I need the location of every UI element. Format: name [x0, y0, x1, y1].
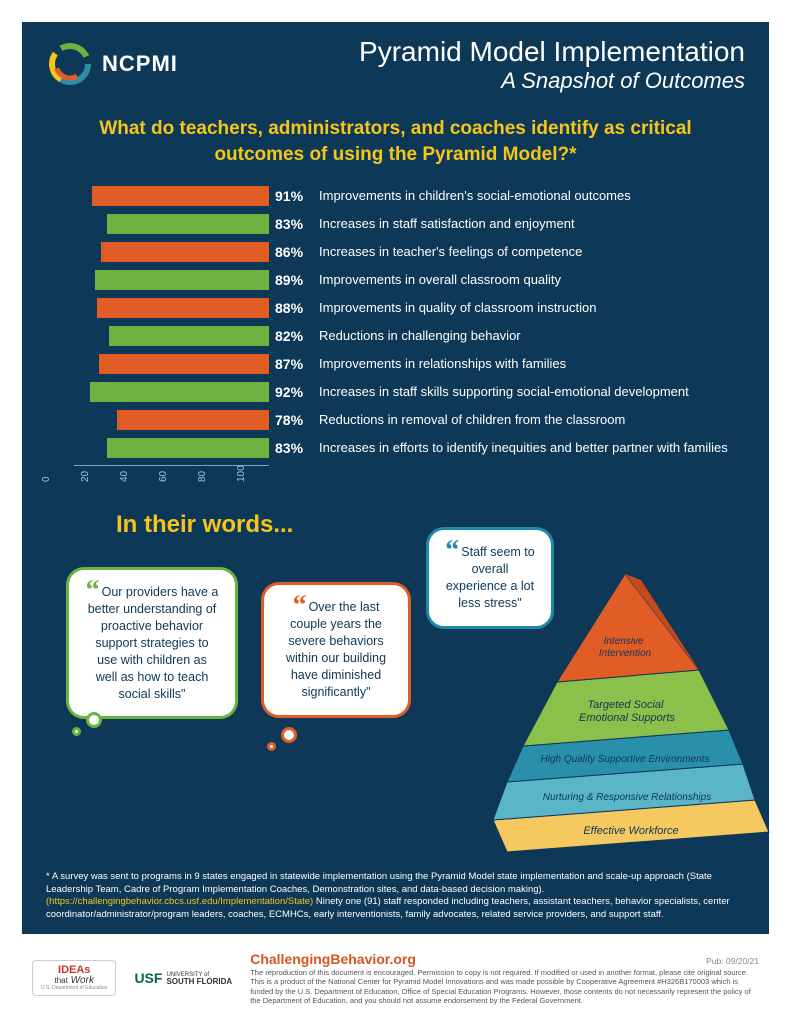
bar-label: Improvements in overall classroom qualit…	[313, 273, 561, 288]
footer: IDEAs that Work U.S. Department of Educa…	[22, 940, 769, 1016]
pyramid-layer-4: Nurturing & Responsive Relationships	[543, 792, 711, 803]
bar-row: 86%Increases in teacher's feelings of co…	[74, 241, 745, 263]
axis-tick: 20	[80, 443, 109, 482]
main-panel: NCPMI Pyramid Model Implementation A Sna…	[22, 22, 769, 934]
bar	[92, 186, 269, 206]
ideas-that-work-logo: IDEAs that Work U.S. Department of Educa…	[32, 955, 116, 1001]
bar-label: Increases in staff skills supporting soc…	[313, 385, 689, 400]
bar-percent: 83%	[269, 440, 313, 456]
bar-percent: 89%	[269, 272, 313, 288]
bubble-dot-icon	[86, 712, 102, 728]
footnote-star: *	[46, 871, 50, 882]
bar-label: Increases in teacher's feelings of compe…	[313, 245, 582, 260]
bar-percent: 87%	[269, 356, 313, 372]
footer-disclaimer: The reproduction of this document is enc…	[250, 968, 759, 1006]
title-sub: A Snapshot of Outcomes	[196, 68, 745, 94]
bar-percent: 86%	[269, 244, 313, 260]
footnote: * A survey was sent to programs in 9 sta…	[46, 871, 745, 922]
bar-row: 83%Increases in staff satisfaction and e…	[74, 213, 745, 235]
axis-tick: 40	[119, 443, 148, 482]
bar	[95, 270, 269, 290]
bar-label: Improvements in children's social-emotio…	[313, 189, 631, 204]
axis-tick: 100	[236, 443, 265, 482]
bar-chart: 91%Improvements in children's social-emo…	[74, 185, 745, 495]
bar-row: 91%Improvements in children's social-emo…	[74, 185, 745, 207]
bar-row: 87%Improvements in relationships with fa…	[74, 353, 745, 375]
footer-site[interactable]: ChallengingBehavior.org	[250, 951, 416, 969]
bar-percent: 91%	[269, 188, 313, 204]
bar-row: 78%Reductions in removal of children fro…	[74, 409, 745, 431]
bar-percent: 78%	[269, 412, 313, 428]
bar	[117, 410, 269, 430]
pyramid-layer-3: High Quality Supportive Environments	[541, 754, 710, 765]
bar	[109, 326, 269, 346]
quote-bubble: “Over the last couple years the severe b…	[261, 582, 411, 717]
bar-label: Reductions in removal of children from t…	[313, 413, 625, 428]
logo-text: NCPMI	[102, 51, 178, 77]
bar-percent: 88%	[269, 300, 313, 316]
swirl-icon	[46, 40, 94, 88]
bar	[107, 214, 269, 234]
bar-percent: 83%	[269, 216, 313, 232]
bar	[90, 382, 269, 402]
usf-logo: USF UNIVERSITY ofSOUTH FLORIDA	[134, 955, 232, 1001]
question-heading: What do teachers, administrators, and co…	[86, 116, 705, 167]
axis-tick: 80	[197, 443, 226, 482]
bar-percent: 82%	[269, 328, 313, 344]
bubble-dot-icon	[281, 727, 297, 743]
svg-text:Targeted Social Emot: Targeted Social Emotional Supports	[579, 699, 675, 724]
title-main: Pyramid Model Implementation	[196, 36, 745, 68]
bar-label: Reductions in challenging behavior	[313, 329, 521, 344]
title-block: Pyramid Model Implementation A Snapshot …	[196, 36, 745, 94]
chart-axis: 100806040200	[74, 465, 269, 495]
bar-row: 92%Increases in staff skills supporting …	[74, 381, 745, 403]
bar	[101, 242, 269, 262]
logo: NCPMI	[46, 40, 178, 88]
footer-text: ChallengingBehavior.org Pub: 09/20/21 Th…	[250, 951, 759, 1006]
bubble-dot-icon	[72, 727, 81, 736]
pyramid-layer-5: Effective Workforce	[583, 825, 678, 837]
footnote-line1: A survey was sent to programs in 9 state…	[46, 871, 712, 895]
header: NCPMI Pyramid Model Implementation A Sna…	[46, 40, 745, 94]
footer-pub: Pub: 09/20/21	[706, 956, 759, 967]
bar-label: Improvements in quality of classroom ins…	[313, 301, 596, 316]
bar-label: Increases in staff satisfaction and enjo…	[313, 217, 575, 232]
pyramid-diagram: Effective Workforce Nurturing & Responsi…	[485, 532, 775, 852]
axis-tick: 60	[158, 443, 187, 482]
bar-label: Improvements in relationships with famil…	[313, 357, 566, 372]
bar-row: 88%Improvements in quality of classroom …	[74, 297, 745, 319]
bar-row: 89%Improvements in overall classroom qua…	[74, 269, 745, 291]
axis-tick: 0	[41, 443, 70, 482]
bar	[99, 354, 269, 374]
quote-bubble: “Our providers have a better understandi…	[66, 567, 238, 719]
bar-label: Increases in efforts to identify inequit…	[313, 441, 728, 456]
svg-text:Intensive Interventi: Intensive Intervention	[599, 636, 652, 659]
bubble-dot-icon	[267, 742, 276, 751]
footnote-link[interactable]: (https://challengingbehavior.cbcs.usf.ed…	[46, 896, 313, 907]
bar-percent: 92%	[269, 384, 313, 400]
bar	[97, 298, 269, 318]
bar-row: 82%Reductions in challenging behavior	[74, 325, 745, 347]
